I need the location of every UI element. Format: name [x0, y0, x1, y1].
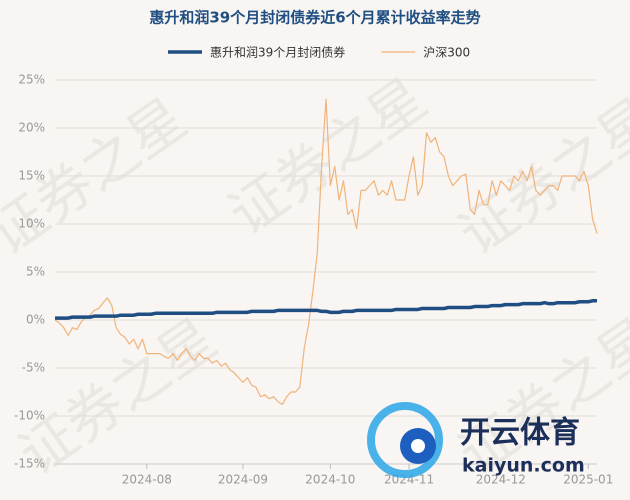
logo: 开云体育 kaiyun.com: [367, 402, 585, 478]
series-line: [54, 98, 598, 406]
y-tick-label: 5%: [26, 265, 45, 279]
y-tick-label: 25%: [18, 73, 45, 87]
chart-title: 惠升和润39个月封闭债券近6个月累计收益率走势: [149, 9, 480, 27]
logo-subtext: kaiyun.com: [462, 455, 585, 477]
logo-ring: [367, 402, 443, 478]
y-tick-label: -5%: [22, 361, 45, 375]
logo-ball-spot: [411, 439, 425, 453]
legend-label: 惠升和润39个月封闭债券: [210, 45, 345, 60]
x-tick-label: 2024-12: [476, 473, 526, 487]
y-tick-label: 10%: [18, 217, 45, 231]
y-tick-label: 20%: [18, 121, 45, 135]
y-tick-label: 0%: [26, 313, 45, 327]
x-tick-label: 2024-09: [218, 473, 268, 487]
x-tick-label: 2024-10: [305, 473, 355, 487]
y-tick-label: 15%: [18, 169, 45, 183]
legend-label: 沪深300: [423, 46, 470, 60]
x-tick-label: 2025-01: [563, 473, 613, 487]
series-line: [55, 299, 597, 320]
logo-text: 开云体育: [460, 416, 580, 451]
x-tick-label: 2024-08: [122, 473, 172, 487]
y-tick-label: -10%: [14, 409, 45, 423]
y-tick-label: -15%: [14, 457, 45, 471]
